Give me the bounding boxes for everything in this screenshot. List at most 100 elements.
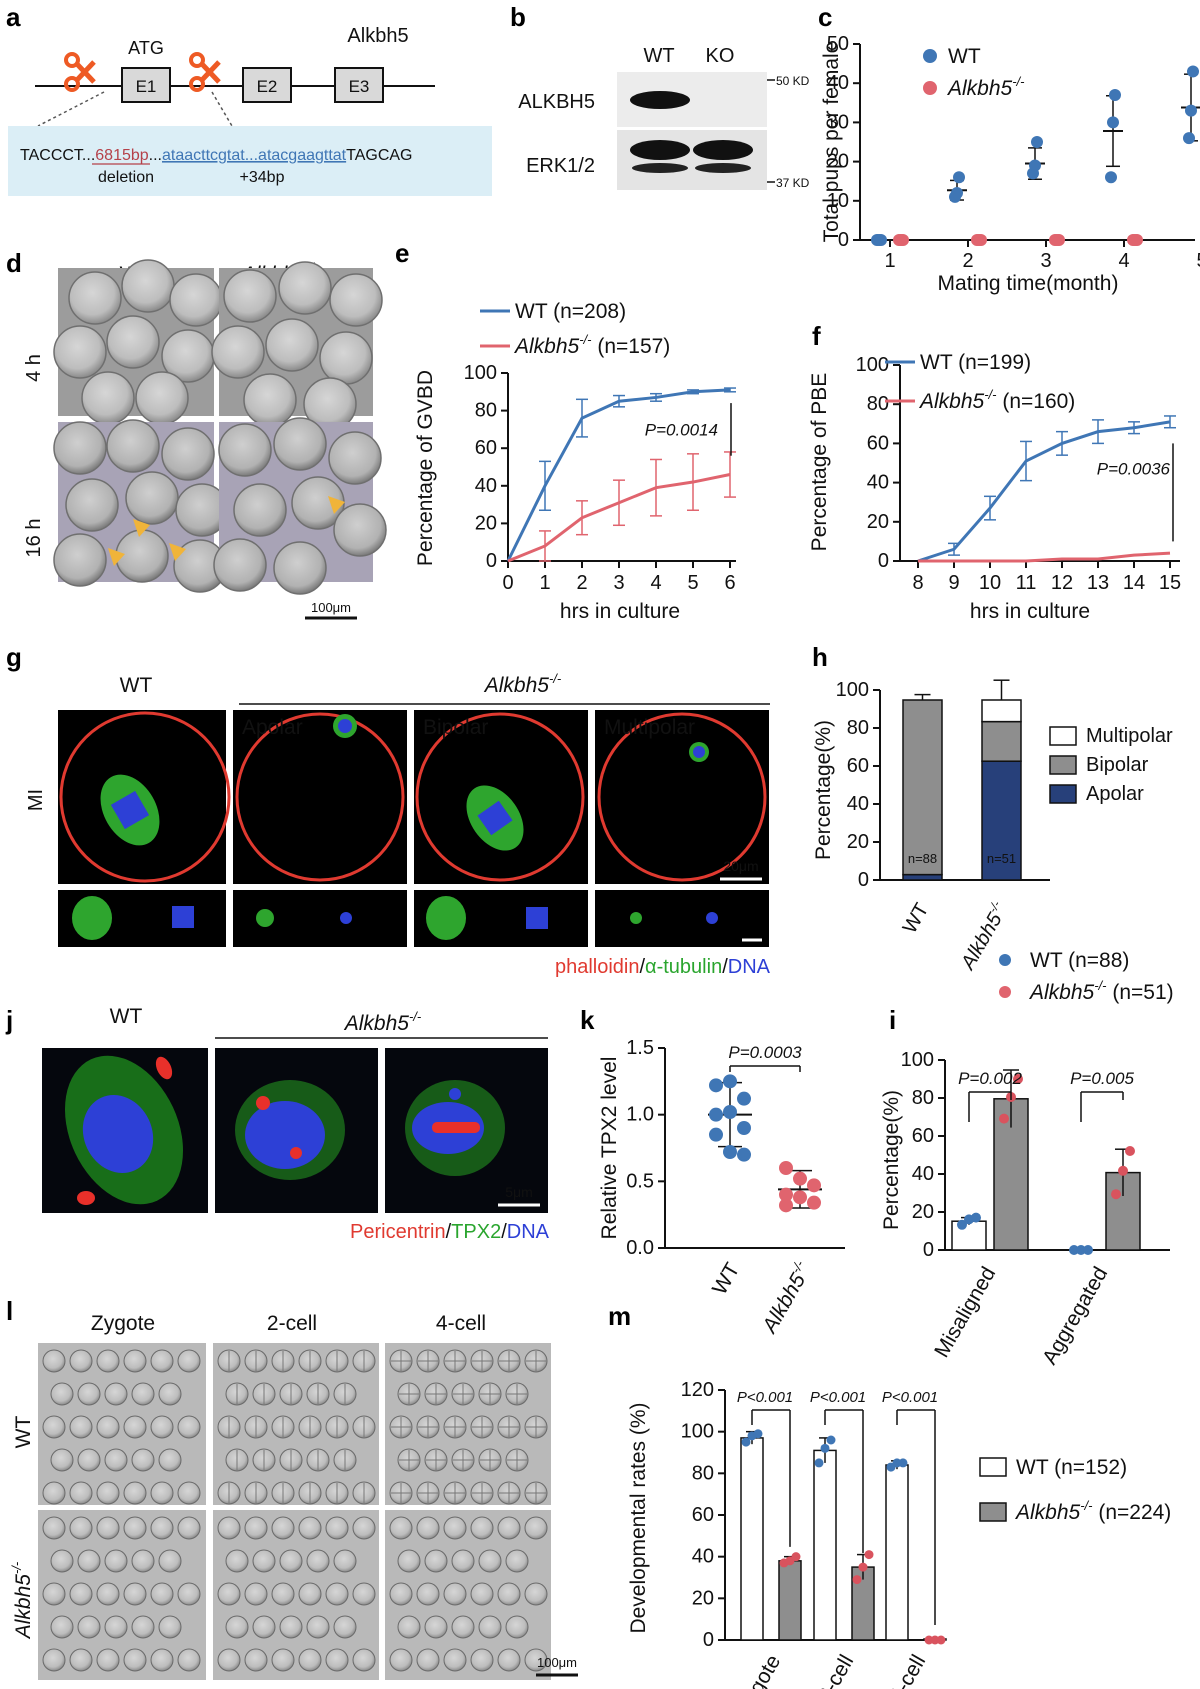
embryo xyxy=(177,1516,201,1540)
embryo xyxy=(306,1549,330,1573)
data-point-wt xyxy=(723,1074,737,1089)
embryo xyxy=(150,1516,174,1540)
x-tick-label: Aggregated xyxy=(1038,1263,1112,1369)
legend-marker-wt xyxy=(923,49,937,63)
embryo xyxy=(150,1481,174,1505)
p-value: P=0.0003 xyxy=(728,1043,802,1062)
x-tick-label: WT xyxy=(708,1259,744,1299)
oocyte xyxy=(273,417,327,471)
marker-50kd: 50 KD xyxy=(776,74,810,88)
data-point-wt xyxy=(723,1145,737,1159)
embryo xyxy=(244,1648,268,1672)
y-tick-label: 20 xyxy=(912,1201,934,1223)
l-col-4cell: 4-cell xyxy=(436,1312,486,1335)
chart-f: 0 20 40 60 80 100 8 9 10 11 12 13 14 15 Percentage of … xyxy=(808,351,1181,623)
data-point-ko xyxy=(852,1575,862,1585)
embryo xyxy=(96,1516,120,1540)
oocyte xyxy=(265,318,319,372)
embryo xyxy=(123,1349,147,1373)
data-point-ko xyxy=(1053,234,1065,246)
embryo xyxy=(158,1615,182,1639)
embryo xyxy=(96,1481,120,1505)
y-axis-title: Developmental rates (%) xyxy=(627,1402,650,1633)
x-tick-label: Alkbh5-/- xyxy=(755,1257,817,1338)
g-stain-legend: phalloidin/α-tubulin/DNA xyxy=(555,956,771,978)
band-erk-wt-2 xyxy=(632,163,688,173)
embryo xyxy=(217,1648,241,1672)
y-tick-label: 40 xyxy=(867,472,889,494)
legend-swatch-ko xyxy=(979,1502,1007,1522)
band-erk-ko-2 xyxy=(695,163,751,173)
embryo xyxy=(50,1448,74,1472)
embryo xyxy=(131,1549,155,1573)
embryo xyxy=(50,1615,74,1639)
embryo xyxy=(397,1549,421,1573)
embryo xyxy=(96,1415,120,1439)
p-value: P=0.002 xyxy=(958,1069,1022,1088)
y-tick-label: 100 xyxy=(856,354,889,376)
panel-e-letter: e xyxy=(395,238,409,268)
embryo xyxy=(104,1382,128,1406)
row-4h-label: 4 h xyxy=(23,354,45,382)
x-tick-label: Zygote xyxy=(733,1651,785,1689)
embryo xyxy=(497,1648,521,1672)
embryo xyxy=(325,1648,349,1672)
embryo xyxy=(96,1582,120,1606)
seq-right: TAGCAG xyxy=(346,147,412,164)
embryo xyxy=(443,1582,467,1606)
y-tick-label: 80 xyxy=(692,1462,714,1484)
panel-k-letter: k xyxy=(580,1005,595,1035)
x-tick-label: 14 xyxy=(1123,572,1145,594)
embryo xyxy=(424,1549,448,1573)
data-point-wt xyxy=(951,186,963,199)
embryo xyxy=(77,1448,101,1472)
y-tick-label: 20 xyxy=(867,511,889,533)
y-axis-title: Total pups per female xyxy=(820,42,843,243)
data-point-wt xyxy=(953,171,965,184)
y-tick-label: 0 xyxy=(703,1629,714,1651)
chart-e: 0 20 40 60 80 100 0 1 2 3 4 5 6 Percentage of GVBD hrs… xyxy=(414,300,736,623)
embryo xyxy=(443,1648,467,1672)
data-point-wt xyxy=(957,1219,967,1230)
data-point-wt xyxy=(820,1443,830,1453)
data-point-wt xyxy=(1069,1245,1079,1255)
bar-ko xyxy=(778,1560,802,1641)
embryo xyxy=(451,1615,475,1639)
embryo xyxy=(252,1549,276,1573)
exon-e2-box xyxy=(242,67,292,103)
embryo xyxy=(244,1516,268,1540)
bar-multipolar xyxy=(981,699,1022,723)
exon-e2-label: E2 xyxy=(257,77,278,96)
y-tick-label: 40 xyxy=(912,1163,934,1185)
embryo xyxy=(158,1448,182,1472)
g-bipolar-label: Bipolar xyxy=(423,716,488,739)
x-axis-title: hrs in culture xyxy=(560,600,680,623)
x-axis-title: hrs in culture xyxy=(970,600,1090,623)
y-tick-label: 120 xyxy=(681,1379,714,1401)
embryo xyxy=(50,1549,74,1573)
embryo xyxy=(158,1549,182,1573)
data-point-wt xyxy=(753,1429,763,1439)
j-stain-legend: Pericentrin/TPX2/DNA xyxy=(350,1221,550,1243)
oocyte xyxy=(115,529,169,583)
embryo xyxy=(131,1448,155,1472)
embryo xyxy=(177,1648,201,1672)
oocyte xyxy=(81,371,135,425)
panel-f-letter: f xyxy=(812,321,821,351)
data-point-wt xyxy=(1029,159,1041,172)
embryo xyxy=(298,1516,322,1540)
data-point-ko xyxy=(864,1550,874,1560)
embryo xyxy=(77,1615,101,1639)
y-axis-title: Percentage(%) xyxy=(880,1090,903,1230)
embryo xyxy=(69,1582,93,1606)
micrograph-frame xyxy=(213,1510,379,1680)
embryo xyxy=(451,1549,475,1573)
embryo xyxy=(389,1582,413,1606)
l-row-ko: Alkbh5-/- xyxy=(9,1561,35,1640)
l-col-zygote: Zygote xyxy=(91,1312,155,1335)
data-point-ko xyxy=(807,1178,821,1193)
y-tick-label: 40 xyxy=(692,1546,714,1568)
embryo xyxy=(123,1582,147,1606)
chart-i: 0 20 40 60 80 100 Percentage(%) Misaligned P=0.0… xyxy=(880,949,1174,1369)
